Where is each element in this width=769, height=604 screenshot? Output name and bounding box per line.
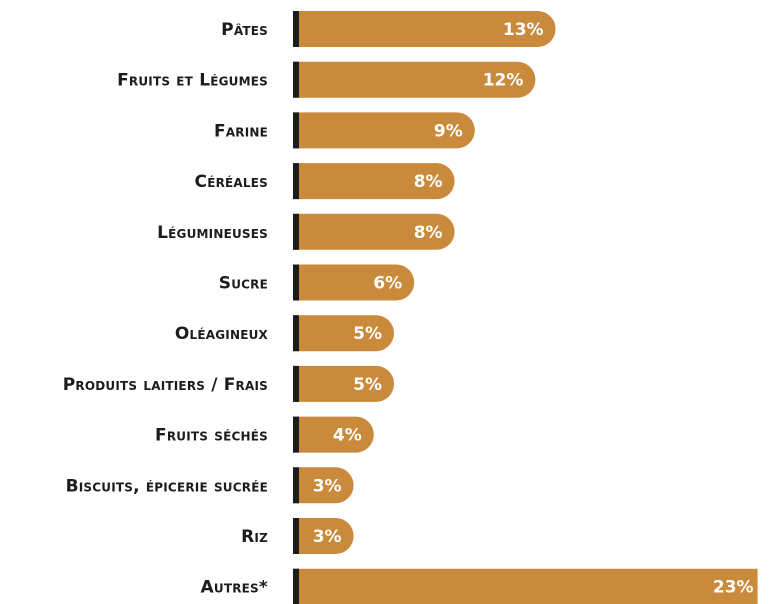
value-label: 13% — [503, 20, 544, 40]
axis-tick — [293, 213, 299, 250]
value-label: 5% — [353, 324, 382, 344]
value-label: 8% — [414, 223, 443, 243]
axis-tick — [293, 416, 299, 453]
bar — [293, 416, 374, 453]
axis-tick — [293, 61, 299, 98]
bar-row: Riz 3% — [241, 518, 354, 554]
bar-row: Céréales 8% — [195, 163, 455, 200]
bar-row: Sucre 6% — [219, 264, 415, 301]
axis-tick — [293, 365, 299, 402]
value-label: 9% — [434, 121, 463, 141]
value-label: 3% — [313, 476, 342, 496]
category-label: Sucre — [219, 274, 268, 294]
value-label: 8% — [414, 172, 443, 192]
bar-row: Autres* 23% — [201, 568, 758, 604]
category-label: Légumineuses — [157, 223, 268, 243]
axis-tick — [293, 467, 299, 504]
bar-row: Produits laitiers / Frais 5% — [63, 365, 394, 402]
bar — [293, 365, 394, 402]
bar-row: Farine 9% — [214, 112, 475, 149]
value-label: 6% — [373, 274, 402, 294]
bar-row: Pâtes 13% — [221, 11, 556, 47]
bar — [293, 11, 556, 47]
category-label: Produits laitiers / Frais — [63, 375, 268, 395]
category-label: Pâtes — [221, 20, 268, 40]
category-label: Autres* — [201, 578, 268, 598]
bar — [293, 112, 475, 149]
bar — [293, 315, 394, 352]
category-label: Biscuits, épicerie sucrée — [66, 476, 268, 496]
value-label: 5% — [353, 375, 382, 395]
axis-tick — [293, 568, 299, 604]
bar — [293, 467, 354, 504]
value-label: 3% — [313, 527, 342, 547]
category-label: Riz — [241, 527, 268, 547]
category-label: Céréales — [195, 172, 268, 192]
category-label: Fruits séchés — [155, 426, 268, 446]
bar — [293, 213, 455, 250]
bars-layer: Pâtes 13% Fruits et Légumes 12% Farine 9% Céré… — [63, 11, 758, 604]
axis-tick — [293, 11, 299, 47]
bar-row: Biscuits, épicerie sucrée 3% — [66, 467, 354, 504]
bar-row: Oléagineux 5% — [175, 315, 394, 352]
bar — [293, 61, 536, 98]
category-label: Fruits et Légumes — [117, 71, 268, 91]
bar — [293, 518, 354, 554]
category-label: Oléagineux — [175, 324, 269, 344]
bar-row: Fruits et Légumes 12% — [117, 61, 536, 98]
axis-tick — [293, 315, 299, 352]
value-label: 4% — [333, 426, 362, 446]
value-label: 12% — [483, 71, 524, 91]
axis-tick — [293, 163, 299, 200]
value-label: 23% — [713, 578, 754, 598]
axis-tick — [293, 518, 299, 554]
bar-row: Légumineuses 8% — [157, 213, 455, 250]
axis-tick — [293, 112, 299, 149]
bar — [293, 568, 758, 604]
bar — [293, 163, 455, 200]
bar — [293, 264, 415, 301]
bar-row: Fruits séchés 4% — [155, 416, 374, 453]
axis-tick — [293, 264, 299, 301]
category-label: Farine — [214, 121, 268, 141]
